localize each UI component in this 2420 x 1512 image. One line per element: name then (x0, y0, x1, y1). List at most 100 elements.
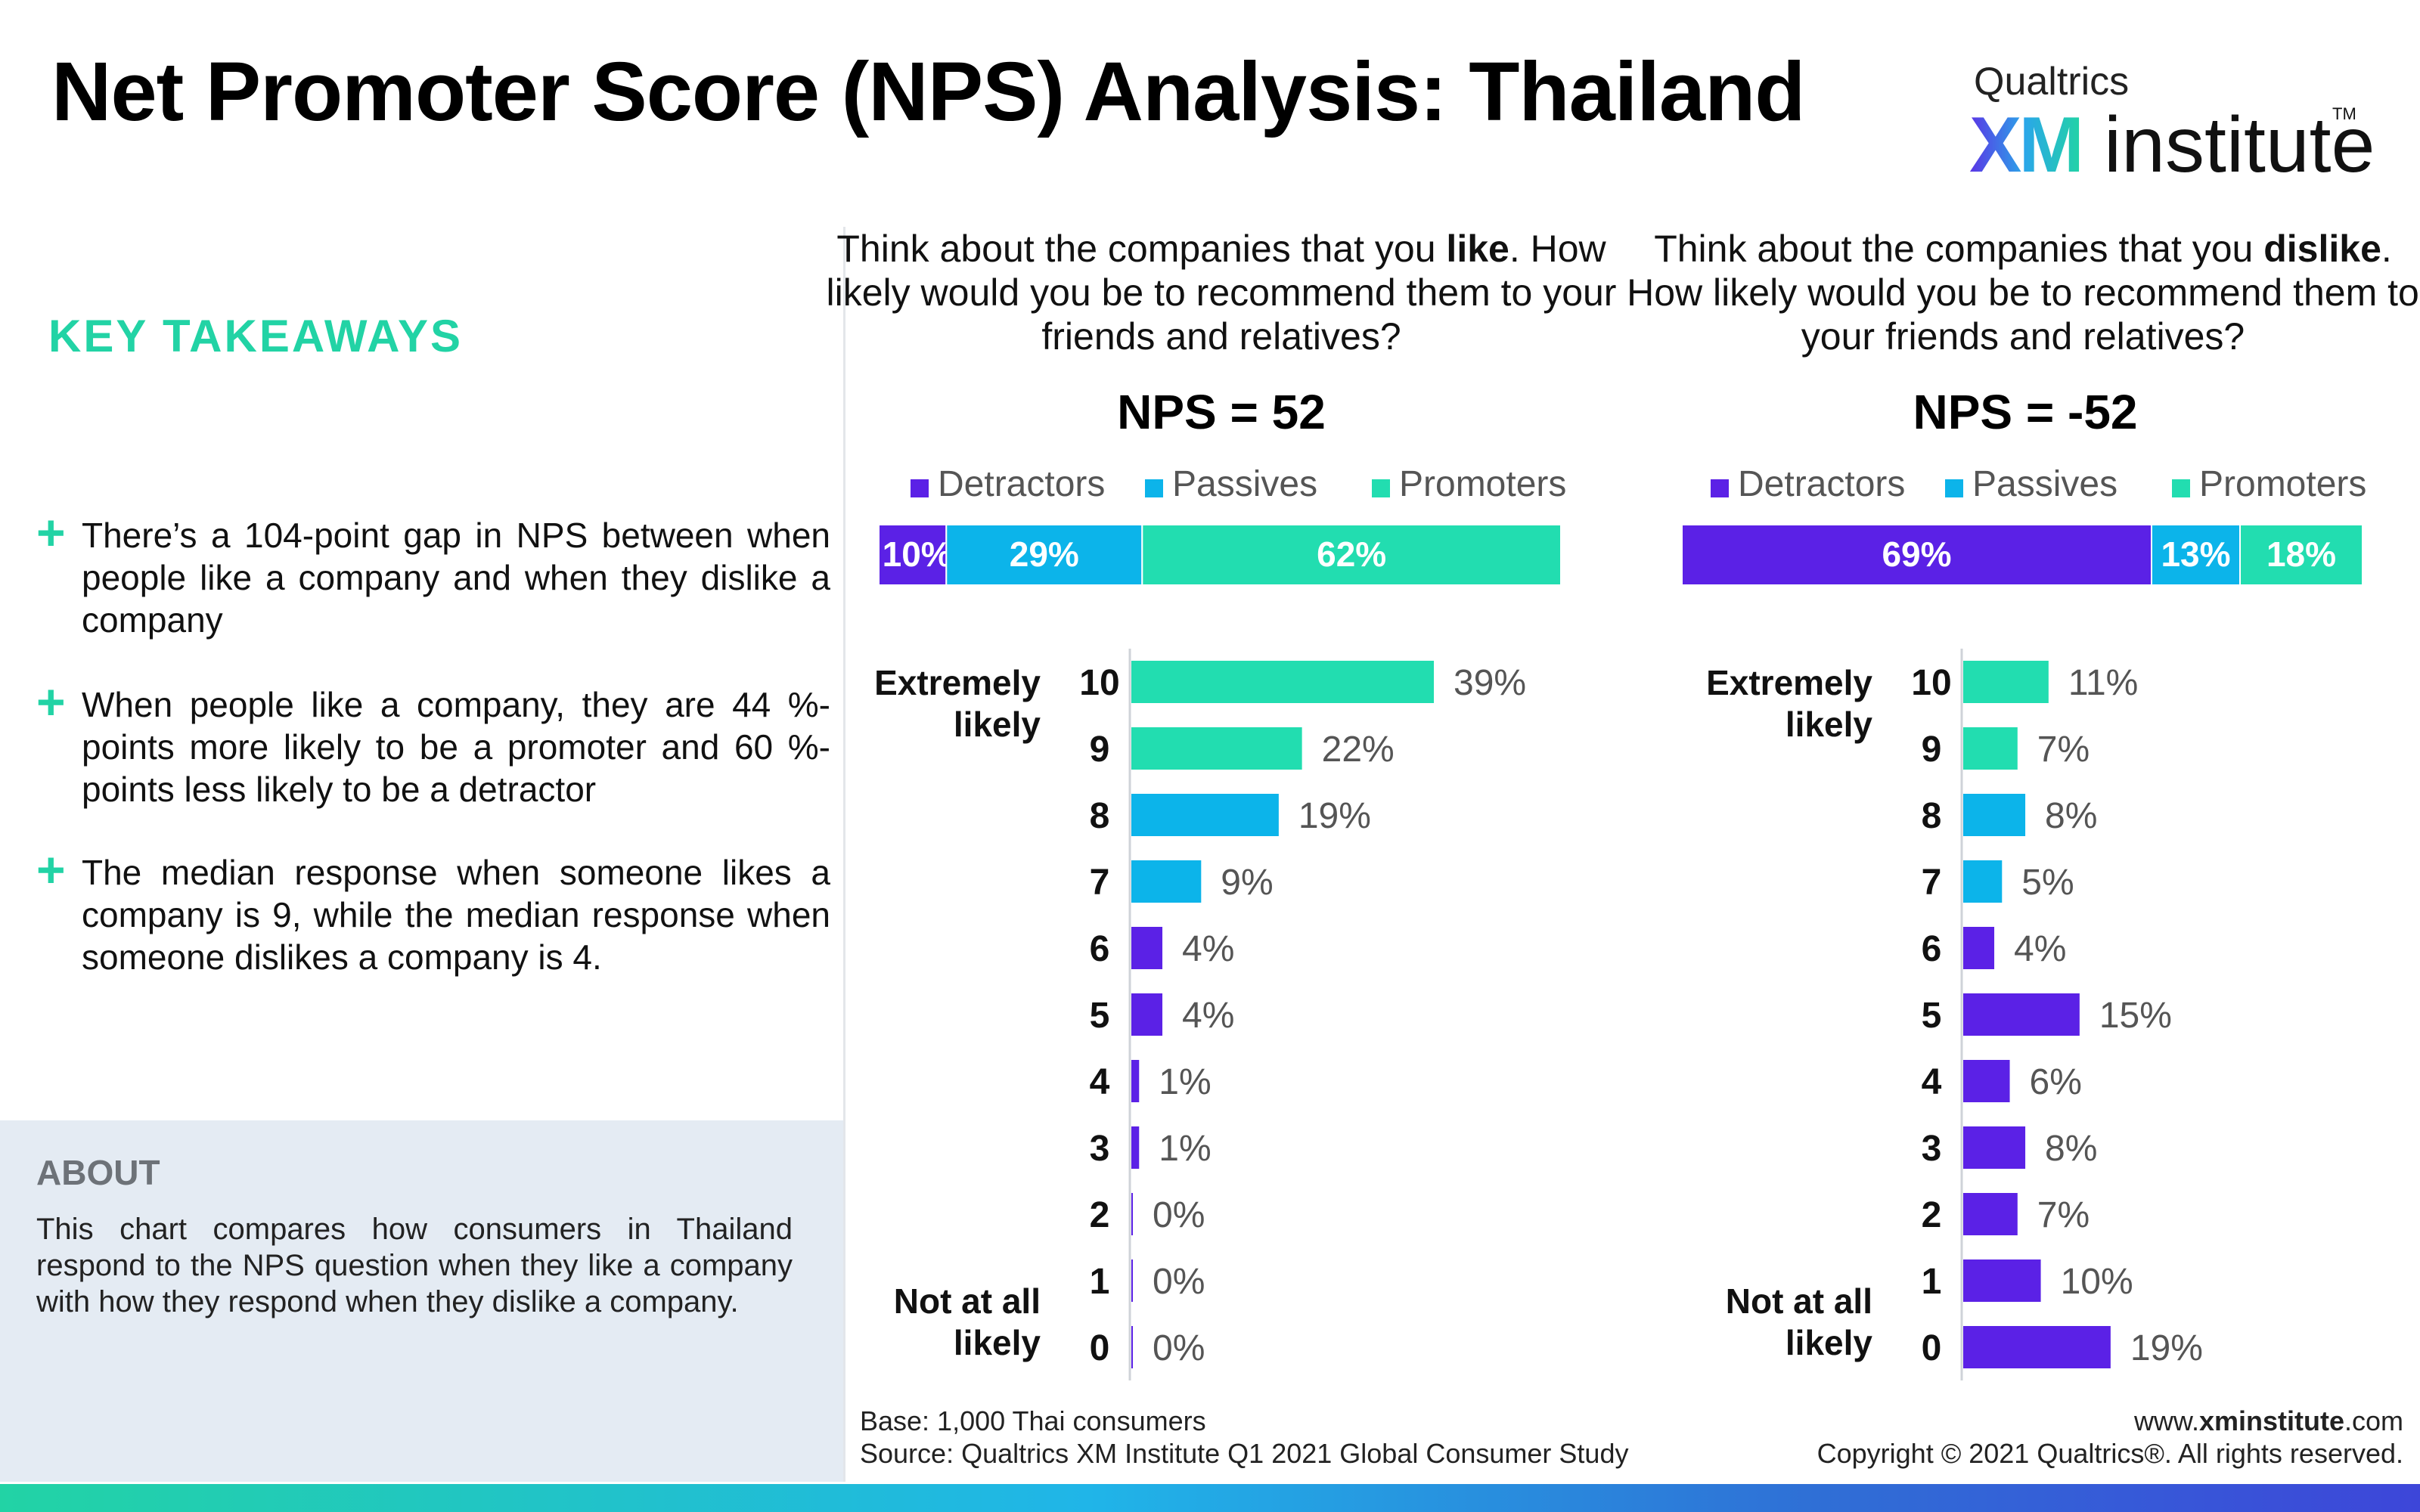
score-tick-label: 2 (1922, 1195, 1942, 1235)
stacked-segment-label: 62% (1317, 534, 1386, 574)
stacked-segment-passives (945, 524, 1143, 586)
about-panel (0, 1120, 843, 1482)
score-tick-label: 4 (1922, 1062, 1942, 1102)
distribution-bar (1963, 860, 2003, 903)
scale-bottom-label: Not at all (894, 1281, 1041, 1321)
score-tick-label: 6 (1090, 929, 1110, 969)
legend-label: Promoters (2199, 464, 2366, 504)
takeaway-text: When people like a company, they are 44 … (82, 685, 830, 809)
footer-url[interactable]: www.xminstitute.com (2133, 1405, 2403, 1436)
distribution-value-label: 8% (2045, 796, 2097, 836)
distribution-value-label: 5% (2021, 863, 2074, 903)
score-tick-label: 7 (1090, 863, 1110, 903)
distribution-bar (1963, 1060, 2010, 1102)
about-text: This chart compares how consumers in Tha… (36, 1213, 793, 1318)
distribution-value-label: 0% (1153, 1262, 1205, 1302)
question-emphasis: like (1446, 228, 1509, 270)
stacked-segment-label: 10% (883, 534, 952, 574)
distribution-bar (1131, 927, 1163, 969)
footer-copyright: www.xminstitute.com Copyright © 2021 Qua… (1664, 1405, 2403, 1470)
distribution-value-label: 0% (1153, 1328, 1205, 1368)
footer-base: Base: 1,000 Thai consumers (860, 1405, 1206, 1436)
score-tick-label: 2 (1090, 1195, 1110, 1235)
scale-bottom-label: likely (1786, 1323, 1873, 1362)
stacked-segment-promoters (2239, 524, 2363, 586)
stacked-segment-label: 13% (2161, 534, 2230, 574)
distribution-bar (1131, 860, 1202, 903)
distribution-bar (1963, 727, 2018, 770)
distribution-value-label: 8% (2045, 1129, 2097, 1169)
stacked-segment-label: 29% (1010, 534, 1079, 574)
stacked-segment-detractors (878, 524, 948, 586)
legend-label: Detractors (1738, 464, 1905, 504)
legend-label: Passives (1172, 464, 1317, 504)
score-tick-label: 8 (1090, 796, 1110, 836)
score-tick-label: 7 (1922, 863, 1942, 903)
distribution-value-label: 10% (2061, 1262, 2133, 1302)
distribution-value-label: 4% (1182, 929, 1234, 969)
score-tick-label: 9 (1090, 730, 1110, 770)
question-suffix: . How likely would you be to recommend t… (1627, 228, 2419, 358)
distribution-bar (1131, 1326, 1133, 1368)
legend-swatch (1145, 479, 1163, 497)
scale-bottom-label: likely (954, 1323, 1041, 1362)
distribution-bar (1131, 794, 1279, 836)
distribution-bar (1963, 927, 1995, 969)
distribution-value-label: 11% (2068, 663, 2139, 703)
score-tick-label: 9 (1922, 730, 1942, 770)
chart-like-nps: NPS = 52 (1117, 385, 1326, 439)
stacked-segment-label: 18% (2266, 534, 2336, 574)
logo-institute-text: institute (2104, 101, 2375, 189)
legend-label: Passives (1972, 464, 2118, 504)
distribution-value-label: 4% (2014, 929, 2066, 969)
footer-copyright-text: Copyright © 2021 Qualtrics®. All rights … (1817, 1438, 2403, 1469)
distribution-bar (1131, 661, 1434, 703)
score-tick-label: 3 (1090, 1129, 1110, 1169)
distribution-value-label: 9% (1221, 863, 1273, 903)
score-tick-label: 1 (1922, 1262, 1942, 1302)
stacked-segment-passives (2151, 524, 2241, 586)
about-heading: ABOUT (36, 1153, 160, 1192)
chart-dislike-nps: NPS = -52 (1913, 385, 2138, 439)
legend-swatch (1945, 479, 1963, 497)
distribution-bar (1131, 993, 1163, 1036)
distribution-value-label: 1% (1159, 1062, 1211, 1102)
column-divider (843, 227, 845, 1482)
score-tick-label: 3 (1922, 1129, 1942, 1169)
score-tick-label: 0 (1922, 1328, 1942, 1368)
distribution-bar (1963, 794, 2026, 836)
takeaway-text: The median response when someone likes a… (82, 853, 830, 977)
stacked-segment-detractors (1681, 524, 2152, 586)
distribution-value-label: 7% (2037, 730, 2090, 770)
score-tick-label: 5 (1922, 996, 1942, 1036)
distribution-bar (1963, 661, 2049, 703)
page-title: Net Promoter Score (NPS) Analysis: Thail… (51, 45, 1805, 138)
plus-icon: + (36, 504, 66, 560)
question-suffix: . How likely would you be to recommend t… (826, 228, 1617, 358)
score-tick-label: 10 (1911, 663, 1951, 703)
distribution-value-label: 39% (1454, 663, 1526, 703)
question-prefix: Think about the companies that you (1654, 228, 2264, 270)
distribution-value-label: 19% (1298, 796, 1371, 836)
stacked-segment-promoters (1141, 524, 1562, 586)
scale-bottom-label: Not at all (1726, 1281, 1872, 1321)
distribution-bar (1131, 1193, 1133, 1235)
distribution-bar (1963, 1126, 2026, 1169)
distribution-value-label: 0% (1153, 1195, 1205, 1235)
key-takeaways-heading: KEY TAKEAWAYS (48, 311, 464, 361)
legend-swatch (2172, 479, 2190, 497)
logo-qualtrics-text: Qualtrics (1974, 60, 2130, 104)
score-tick-label: 10 (1079, 663, 1119, 703)
score-tick-label: 5 (1090, 996, 1110, 1036)
logo-trademark: TM (2332, 104, 2356, 123)
plus-icon: + (36, 841, 66, 897)
distribution-value-label: 4% (1182, 996, 1234, 1036)
distribution-bar (1131, 727, 1302, 770)
score-tick-label: 4 (1090, 1062, 1110, 1102)
distribution-bar (1131, 1259, 1133, 1302)
legend-swatch (911, 479, 929, 497)
qualtrics-xm-institute-logo: Qualtrics XM institute TM (1969, 59, 2375, 187)
legend-label: Detractors (938, 464, 1105, 504)
